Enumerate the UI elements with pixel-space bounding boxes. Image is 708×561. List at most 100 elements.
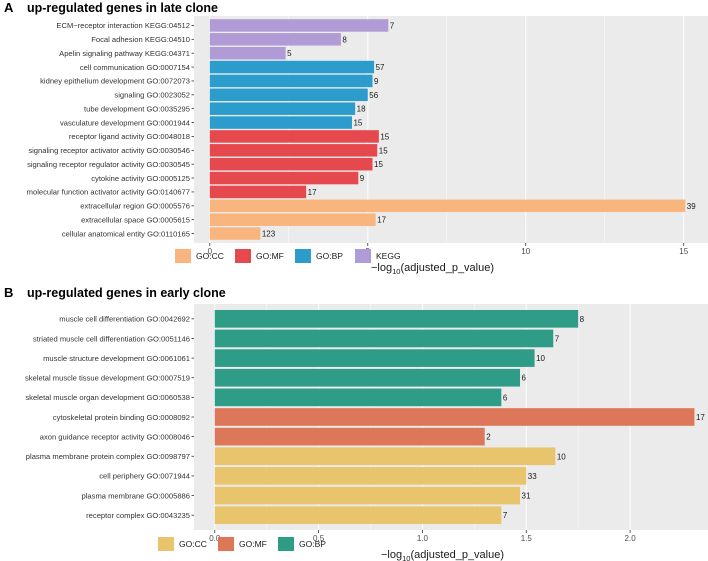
category-label: signaling receptor activator activity GO…	[28, 146, 190, 155]
category-label: tube development GO:0035295	[84, 104, 190, 113]
panel-b-legend: GO:CC GO:MF GO:BP	[158, 537, 326, 551]
panel-b-x-axis-title: −log10(adjusted_p_value)	[381, 549, 504, 561]
x-tick-label: 1.0	[417, 534, 429, 543]
category-label: axon guidance receptor activity GO:00080…	[40, 432, 190, 441]
bar-count-label: 57	[376, 63, 385, 72]
legend-swatch	[235, 249, 251, 263]
panel-a-x-title-tail: (adjusted_p_value)	[400, 262, 494, 274]
bar-count-label: 15	[379, 146, 388, 155]
bar-count-label: 7	[503, 511, 508, 520]
bar-count-label: 5	[287, 49, 292, 58]
bar	[209, 46, 286, 60]
panel-b-bars: 8 7 10 6 6 17 2 10 33 31 7	[214, 309, 705, 525]
category-label: kidney epithelium development GO:0072073	[40, 77, 190, 86]
bar	[209, 199, 686, 213]
bar-count-label: 17	[308, 188, 317, 197]
category-label: cytokine activity GO:0005125	[91, 174, 190, 183]
panel-b-category-labels: muscle cell differentiation GO:0042692 st…	[25, 315, 194, 520]
bar-count-label: 9	[374, 77, 379, 86]
panel-b-x-title-sub: 10	[402, 554, 410, 561]
bar	[209, 102, 356, 115]
legend-swatch	[218, 537, 234, 551]
panel-a-x-title-sub: 10	[392, 267, 400, 276]
x-tick-label: 0.5	[313, 534, 325, 543]
bar	[209, 33, 341, 46]
bar-count-label: 31	[522, 492, 531, 501]
bar	[214, 408, 695, 426]
category-label: extracellular region GO:0005576	[80, 202, 190, 211]
bar	[214, 506, 502, 525]
panel-b-x-title-main: −log	[381, 549, 402, 561]
bar	[214, 427, 485, 446]
bar	[214, 368, 521, 387]
category-label: receptor ligand activity GO:0048018	[69, 132, 190, 141]
category-label: Apelin signaling pathway KEGG:04371	[59, 49, 190, 58]
bar-count-label: 56	[369, 91, 378, 100]
bar	[209, 116, 352, 129]
category-label: cell communication GO:0007154	[80, 63, 190, 72]
panel-b-x-title-tail: (adjusted_p_value)	[410, 549, 504, 561]
bar-count-label: 9	[360, 174, 365, 183]
category-label: plasma membrane protein complex GO:00987…	[26, 452, 190, 461]
category-label: striated muscle cell differentiation GO:…	[33, 334, 190, 343]
bar	[214, 486, 521, 505]
bar	[209, 74, 373, 88]
bar	[209, 19, 389, 32]
category-label: cytoskeletal protein binding GO:0008092	[53, 413, 190, 422]
bar-count-label: 8	[580, 315, 585, 324]
category-label: signaling GO:0023052	[114, 91, 190, 100]
bar-count-label: 6	[522, 374, 527, 383]
panel-a-category-labels: ECM−receptor interaction KEGG:04512 Focal…	[27, 21, 194, 238]
category-label: cell periphery GO:0071944	[99, 472, 190, 481]
legend-swatch	[278, 537, 294, 551]
legend-swatch	[355, 249, 371, 263]
x-tick-label: 2.0	[625, 534, 637, 543]
category-label: muscle cell differentiation GO:0042692	[59, 315, 190, 324]
category-label: receptor complex GO:0043235	[86, 511, 190, 520]
bar-count-label: 10	[557, 452, 566, 461]
category-label: cellular anatomical entity GO:0110165	[62, 229, 190, 238]
x-tick-label: 15	[679, 247, 688, 256]
panel-a-legend: GO:CC GO:MF GO:BP KEGG	[175, 249, 401, 263]
legend-label: KEGG	[376, 251, 401, 261]
bar	[214, 309, 579, 328]
bar-count-label: 7	[555, 334, 560, 343]
category-label: skeletal muscle tissue development GO:00…	[25, 374, 190, 383]
bar-count-label: 15	[353, 119, 362, 128]
bar	[214, 388, 502, 407]
category-label: vasculature development GO:0001944	[60, 118, 190, 127]
panel-a: A up-regulated genes in late clone 7 8 5 57…	[4, 0, 708, 276]
bar	[209, 88, 368, 102]
bar-count-label: 39	[687, 202, 696, 211]
bar-count-label: 10	[536, 354, 545, 363]
bar-count-label: 2	[486, 433, 491, 442]
bar	[209, 130, 379, 143]
bar	[209, 60, 375, 74]
legend-swatch	[295, 249, 311, 263]
panel-a-title: up-regulated genes in late clone	[27, 1, 218, 15]
bar-count-label: 17	[696, 413, 705, 422]
panel-a-letter: A	[4, 0, 14, 15]
category-label: molecular function activator activity GO…	[27, 188, 190, 197]
legend-label: GO:MF	[239, 539, 267, 549]
panel-a-x-axis-title: −log10(adjusted_p_value)	[371, 262, 494, 276]
category-label: signaling receptor regulator activity GO…	[27, 160, 190, 169]
bar-count-label: 123	[262, 230, 276, 239]
panel-b: B up-regulated genes in early clone 8 7 10…	[4, 285, 708, 561]
x-tick-label: 1.5	[521, 534, 533, 543]
bar	[209, 185, 307, 199]
legend-label: GO:CC	[179, 539, 207, 549]
bar	[214, 447, 556, 466]
legend-label: GO:MF	[256, 251, 284, 261]
bar-count-label: 33	[528, 472, 537, 481]
bar-count-label: 17	[377, 216, 386, 225]
x-tick-label: 0	[208, 247, 213, 256]
category-label: ECM−receptor interaction KEGG:04512	[56, 21, 190, 30]
legend-label: GO:CC	[196, 251, 224, 261]
bar-count-label: 15	[374, 160, 383, 169]
bar-count-label: 18	[357, 105, 366, 114]
bar-count-label: 8	[342, 35, 347, 44]
bar-count-label: 7	[390, 21, 395, 30]
